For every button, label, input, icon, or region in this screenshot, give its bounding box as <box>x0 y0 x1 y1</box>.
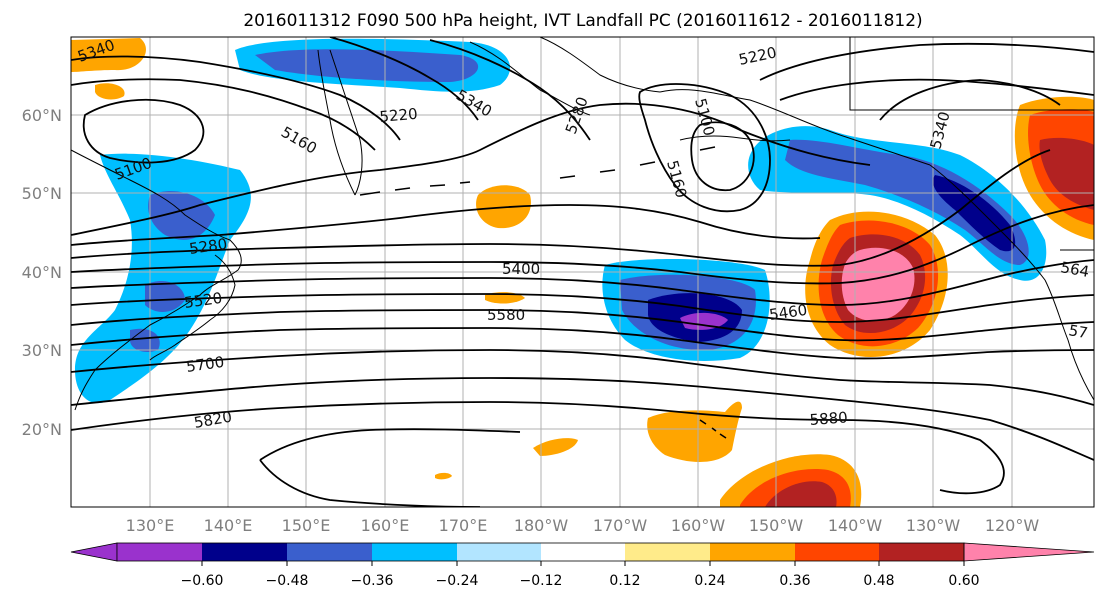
contour-label: 5520 <box>183 289 223 312</box>
colorbar-tick-label: 0.12 <box>609 573 640 589</box>
contour-label: 5400 <box>502 260 540 278</box>
contour-label: 5280 <box>188 235 228 258</box>
lat-tick-label: 30°N <box>22 341 62 360</box>
lon-tick-label: 150°E <box>282 516 331 535</box>
colorbar-extend-low <box>70 542 118 562</box>
colorbar-swatch <box>202 543 287 561</box>
shade-region <box>841 247 915 322</box>
colorbar-swatch <box>541 543 625 561</box>
lon-tick-label: 130°W <box>906 516 961 535</box>
lon-tick-label: 140°W <box>828 516 883 535</box>
map-frame <box>70 36 1095 508</box>
colorbar-tick-label: 0.60 <box>948 573 979 589</box>
contour-label: 5460 <box>768 301 808 324</box>
lon-tick-label: 150°W <box>749 516 804 535</box>
colorbar-tick-label: 0.24 <box>694 573 725 589</box>
colorbar-tick-label: −0.36 <box>351 573 394 589</box>
contour-label: 5700 <box>185 353 225 376</box>
map-area: 5340 5100 5160 5220 5340 5280 5220 5100 … <box>71 37 1094 507</box>
lat-tick-label: 20°N <box>22 420 62 439</box>
shade-region <box>785 139 1029 265</box>
lat-tick-label: 40°N <box>22 263 62 282</box>
shade-region <box>435 472 452 480</box>
lat-tick-label: 50°N <box>22 184 62 203</box>
contour-label: 564 <box>1059 258 1090 281</box>
colorbar: −0.60 −0.48 −0.36 −0.24 −0.12 0.12 0.24 … <box>70 542 1095 589</box>
height-contours <box>71 37 1094 507</box>
colorbar-tick-label: −0.60 <box>181 573 224 589</box>
colorbar-tick-label: −0.12 <box>520 573 563 589</box>
colorbar-tick-label: 0.36 <box>779 573 810 589</box>
lon-tick-label: 180°W <box>514 516 569 535</box>
colorbar-extend-high <box>963 542 1095 562</box>
lon-tick-label: 130°E <box>126 516 175 535</box>
lat-tick-labels: 60°N 50°N 40°N 30°N 20°N <box>22 106 62 439</box>
shade-region <box>680 312 728 330</box>
lon-tick-label: 170°E <box>439 516 488 535</box>
colorbar-tick-marks <box>201 561 965 566</box>
colorbar-swatch <box>625 543 710 561</box>
shade-region <box>145 280 185 312</box>
contour-label: 5220 <box>379 105 419 126</box>
lon-tick-label: 120°W <box>985 516 1040 535</box>
lat-tick-label: 60°N <box>22 106 62 125</box>
shade-region <box>533 438 578 456</box>
shade-region <box>932 175 1016 252</box>
shade-region <box>148 191 215 240</box>
colorbar-tick-label: −0.48 <box>266 573 309 589</box>
colorbar-tick-label: 0.48 <box>863 573 894 589</box>
colorbar-swatch <box>117 543 202 561</box>
shade-region <box>95 83 125 100</box>
colorbar-swatch <box>457 543 541 561</box>
colorbar-swatch <box>795 543 879 561</box>
colorbar-swatch <box>372 543 457 561</box>
shade-region <box>71 38 146 72</box>
contour-label: 5580 <box>487 306 525 324</box>
lon-tick-label: 140°E <box>204 516 253 535</box>
lon-tick-label: 170°W <box>593 516 648 535</box>
graticule <box>71 37 1094 507</box>
contour-label: 5880 <box>809 408 848 429</box>
figure-title: 2016011312 F090 500 hPa height, IVT Land… <box>243 11 922 31</box>
shade-region <box>647 401 742 462</box>
colorbar-swatch <box>879 543 964 561</box>
shade-region <box>765 481 837 507</box>
contour-label: 57 <box>1067 321 1089 342</box>
lon-tick-label: 160°W <box>671 516 726 535</box>
lon-tick-label: 160°E <box>361 516 410 535</box>
lon-tick-labels: 130°E 140°E 150°E 160°E 170°E 180°W 170°… <box>126 516 1040 535</box>
colorbar-tick-label: −0.24 <box>436 573 479 589</box>
colorbar-swatch <box>287 543 372 561</box>
colorbar-swatch <box>710 543 795 561</box>
coastlines <box>71 37 1094 439</box>
shade-region <box>1039 137 1094 210</box>
